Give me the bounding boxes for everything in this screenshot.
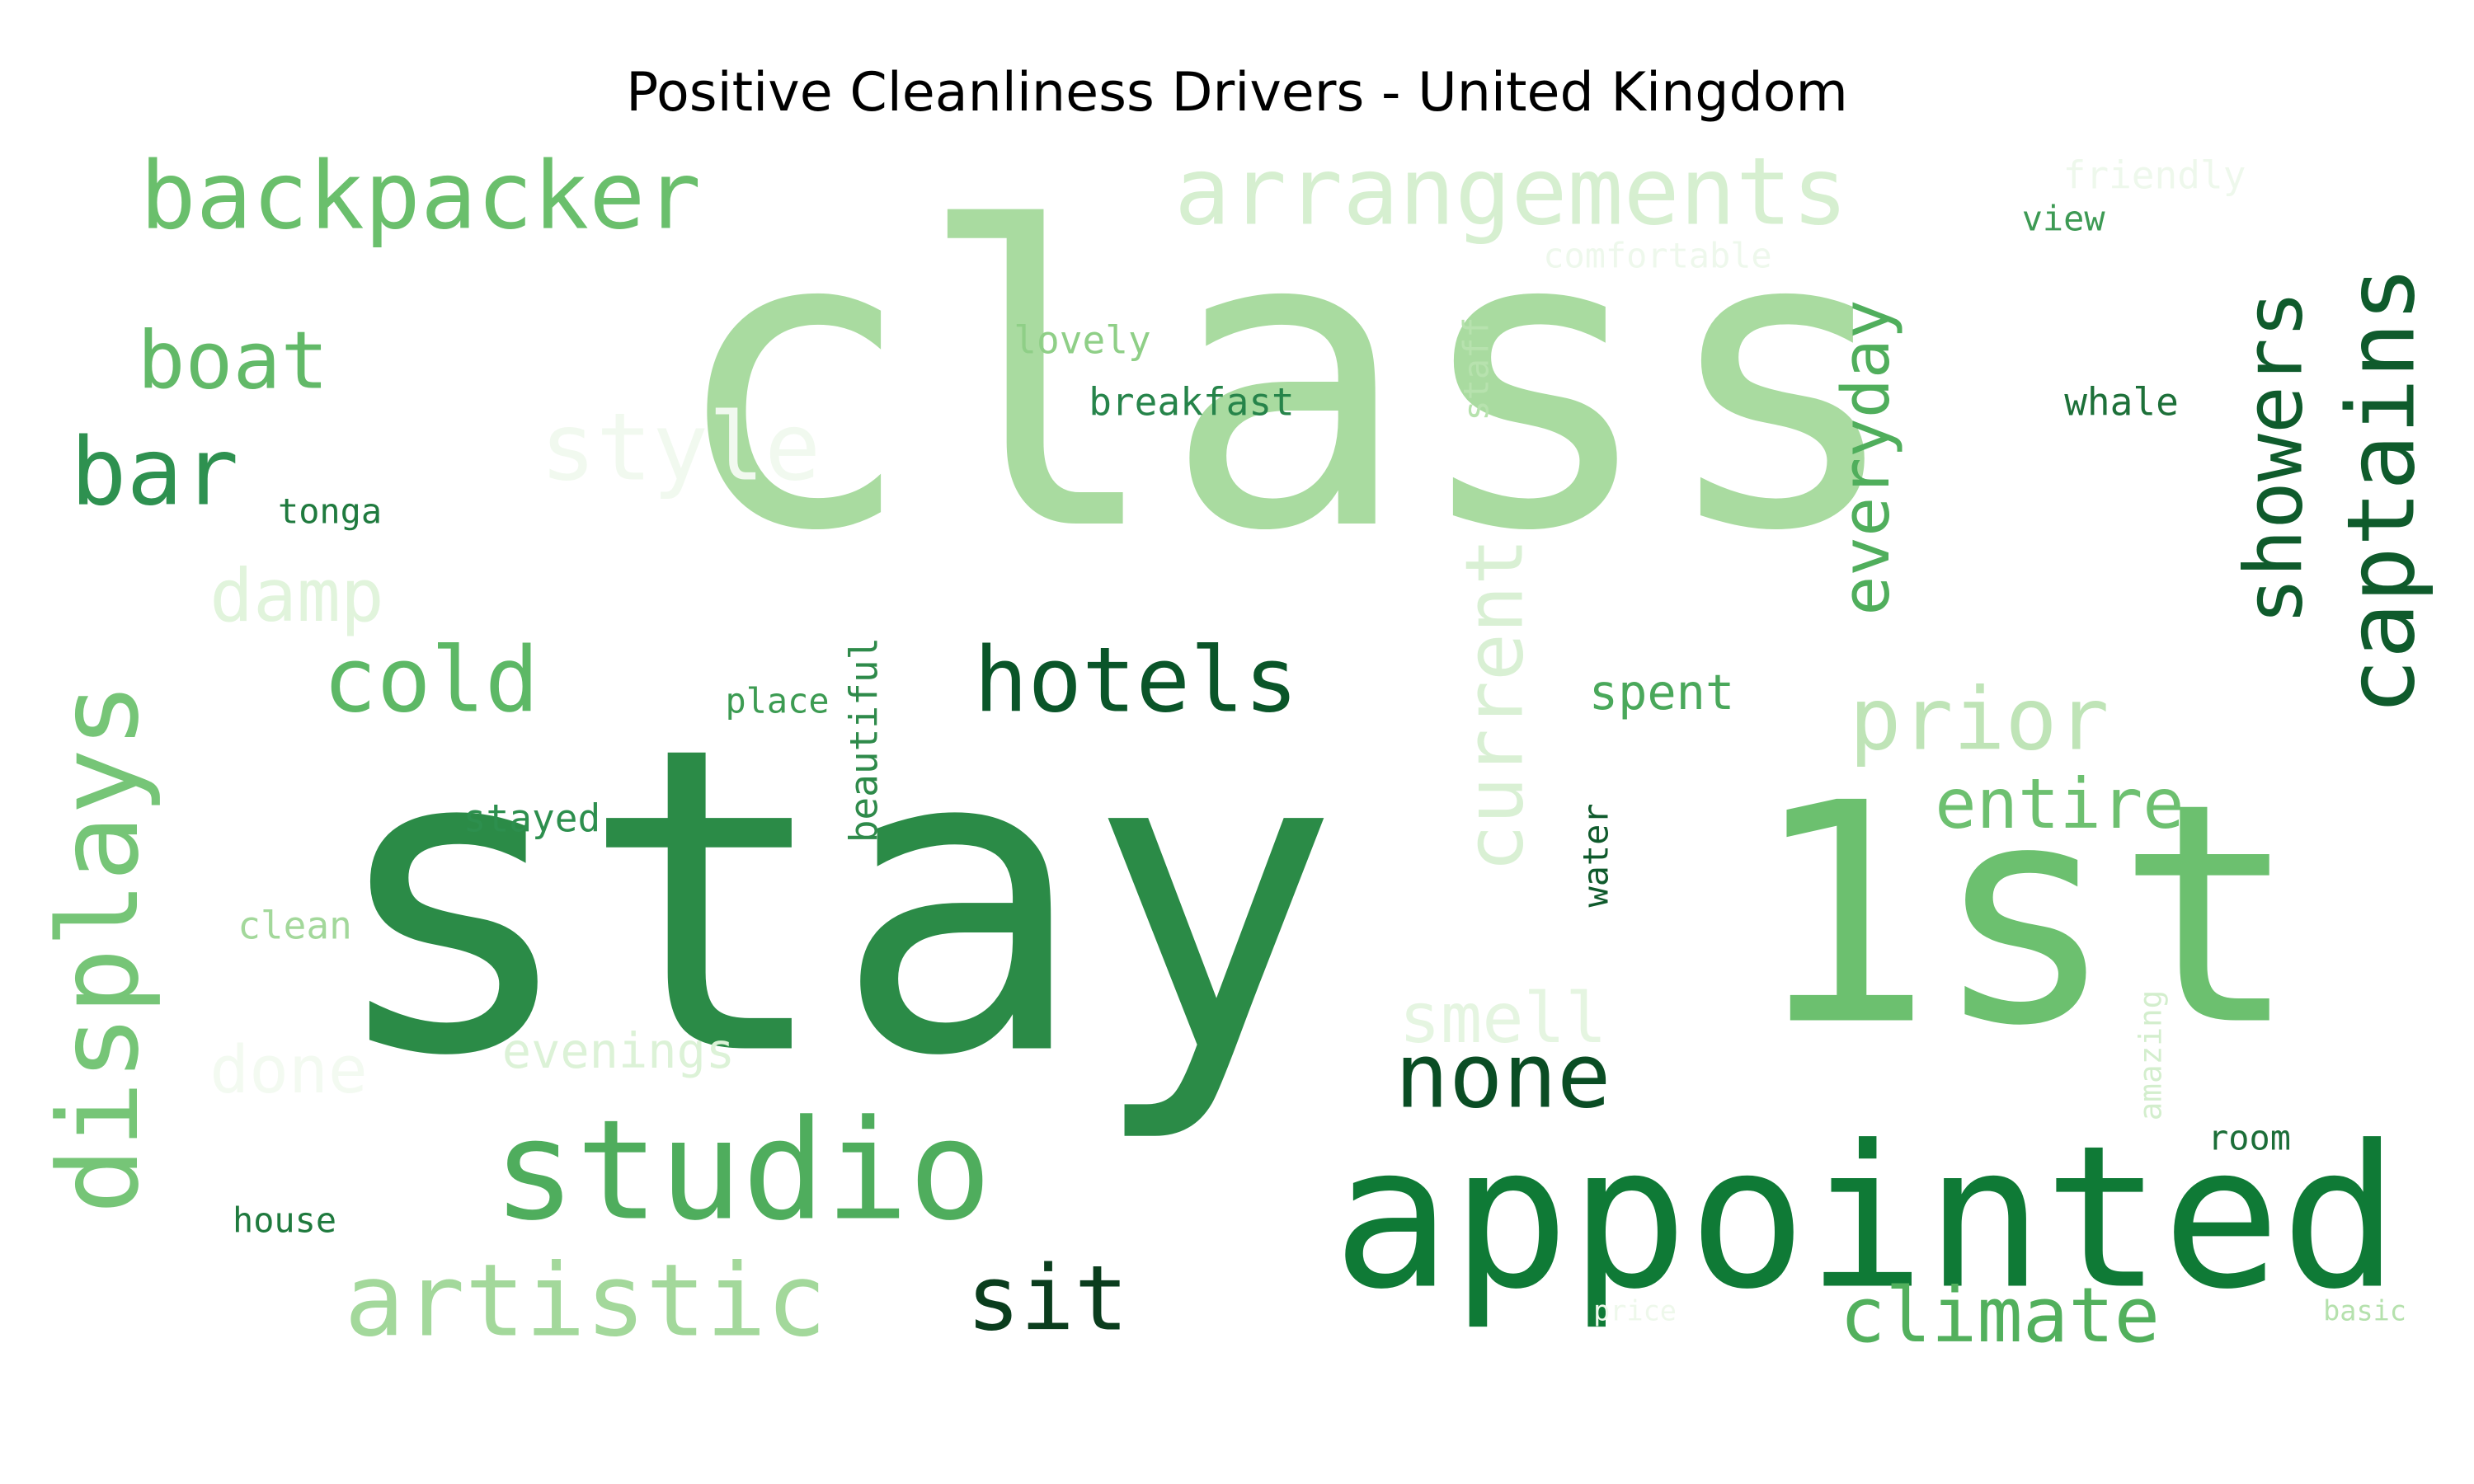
word-style: style: [540, 393, 821, 502]
word-bar: bar: [70, 418, 238, 527]
word-stay: stay: [326, 658, 1340, 1148]
word-artistic: artistic: [345, 1242, 827, 1360]
word-backpacker: backpacker: [140, 142, 702, 251]
word-smell: smell: [1399, 978, 1606, 1059]
word-evenings: evenings: [502, 1023, 735, 1079]
word-captains: captains: [2327, 266, 2436, 716]
word-climate: climate: [1840, 1270, 2160, 1360]
word-breakfast: breakfast: [1089, 380, 1295, 425]
word-damp: damp: [209, 553, 384, 638]
word-view: view: [2022, 199, 2106, 239]
word-1st: 1st: [1750, 739, 2299, 1092]
word-water: water: [1576, 803, 1616, 907]
word-clean: clean: [238, 904, 352, 948]
word-cold: cold: [322, 628, 539, 733]
word-done: done: [209, 1031, 368, 1108]
word-spent: spent: [1589, 665, 1734, 721]
word-studio: studio: [492, 1091, 991, 1252]
word-staff: staff: [1456, 317, 1497, 420]
word-place: place: [726, 681, 830, 721]
word-entire: entire: [1935, 763, 2185, 844]
word-price: price: [1593, 1295, 1677, 1327]
word-none: none: [1395, 1024, 1611, 1129]
word-house: house: [233, 1200, 336, 1241]
word-boat: boat: [138, 315, 329, 407]
word-current: current: [1449, 538, 1541, 872]
word-room: room: [2208, 1118, 2291, 1158]
word-prior: prior: [1849, 669, 2109, 770]
word-hotels: hotels: [974, 628, 1298, 733]
word-basic: basic: [2323, 1295, 2406, 1327]
word-showers: showers: [2228, 290, 2321, 625]
word-everyday: everyday: [1827, 299, 1904, 615]
word-amazing: amazing: [2133, 990, 2169, 1121]
word-arrangements: arrangements: [1174, 138, 1848, 247]
word-comfortable: comfortable: [1543, 236, 1771, 276]
word-beautiful: beautiful: [842, 637, 887, 843]
word-friendly: friendly: [2063, 153, 2246, 198]
word-sit: sit: [967, 1247, 1129, 1351]
word-stayed: stayed: [463, 796, 600, 841]
word-appointed: appointed: [1333, 1104, 2400, 1333]
word-whale: whale: [2064, 380, 2179, 425]
word-lovely: lovely: [1014, 318, 1150, 363]
word-tonga: tonga: [278, 491, 382, 532]
word-displays: displays: [35, 682, 163, 1214]
chart-title: Positive Cleanliness Drivers - United Ki…: [626, 62, 1848, 124]
word-class: class: [668, 142, 1905, 621]
